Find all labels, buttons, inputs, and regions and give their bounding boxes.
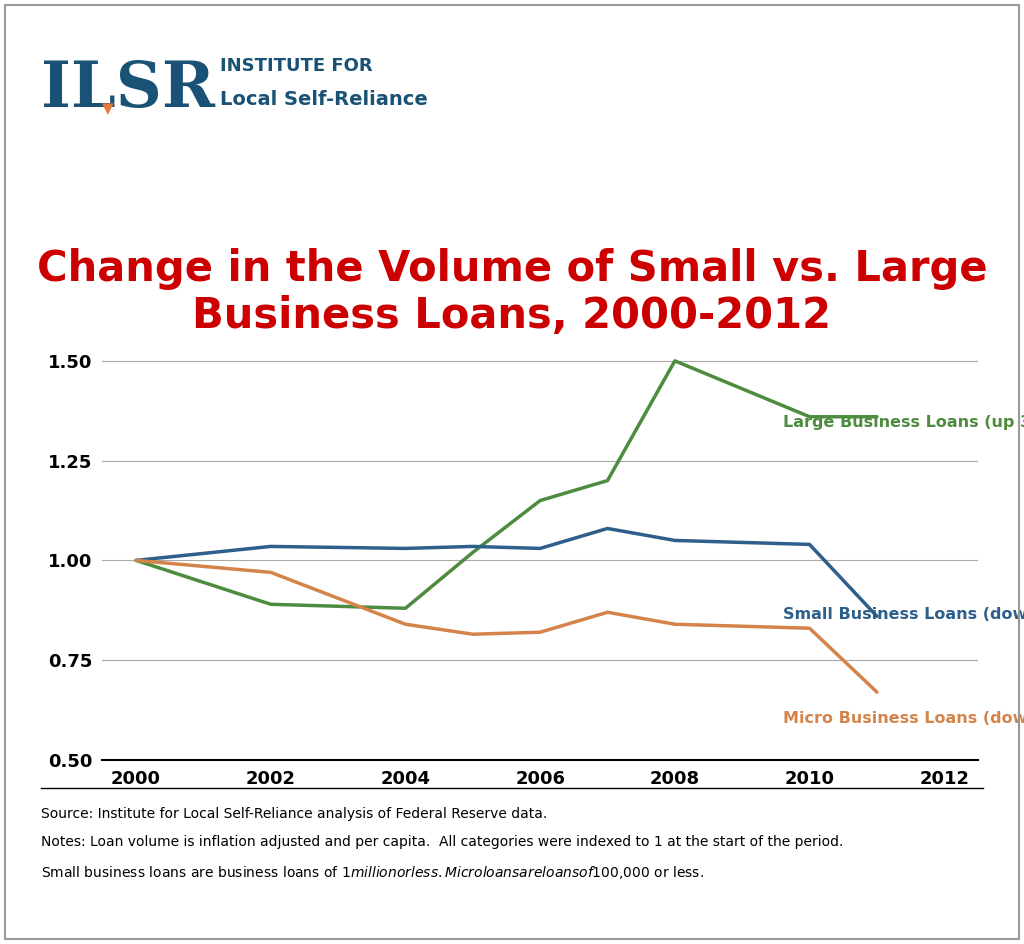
Text: Large Business Loans (up 36%): Large Business Loans (up 36%) — [782, 415, 1024, 430]
Text: ILSR: ILSR — [41, 59, 215, 120]
Text: Change in the Volume of Small vs. Large: Change in the Volume of Small vs. Large — [37, 248, 987, 290]
Text: INSTITUTE FOR: INSTITUTE FOR — [220, 57, 373, 76]
Text: Small business loans are business loans of $1 million or less. Microloans are lo: Small business loans are business loans … — [41, 864, 703, 881]
Text: Micro Business Loans (down 33%): Micro Business Loans (down 33%) — [782, 711, 1024, 726]
Text: Local Self-Reliance: Local Self-Reliance — [220, 90, 428, 109]
Text: Small Business Loans (down 14%): Small Business Loans (down 14%) — [782, 607, 1024, 622]
Text: Notes: Loan volume is inflation adjusted and per capita.  All categories were in: Notes: Loan volume is inflation adjusted… — [41, 835, 844, 850]
Text: Business Loans, 2000-2012: Business Loans, 2000-2012 — [193, 295, 831, 337]
Text: ▼: ▼ — [101, 101, 114, 116]
Text: Source: Institute for Local Self-Reliance analysis of Federal Reserve data.: Source: Institute for Local Self-Relianc… — [41, 807, 547, 821]
